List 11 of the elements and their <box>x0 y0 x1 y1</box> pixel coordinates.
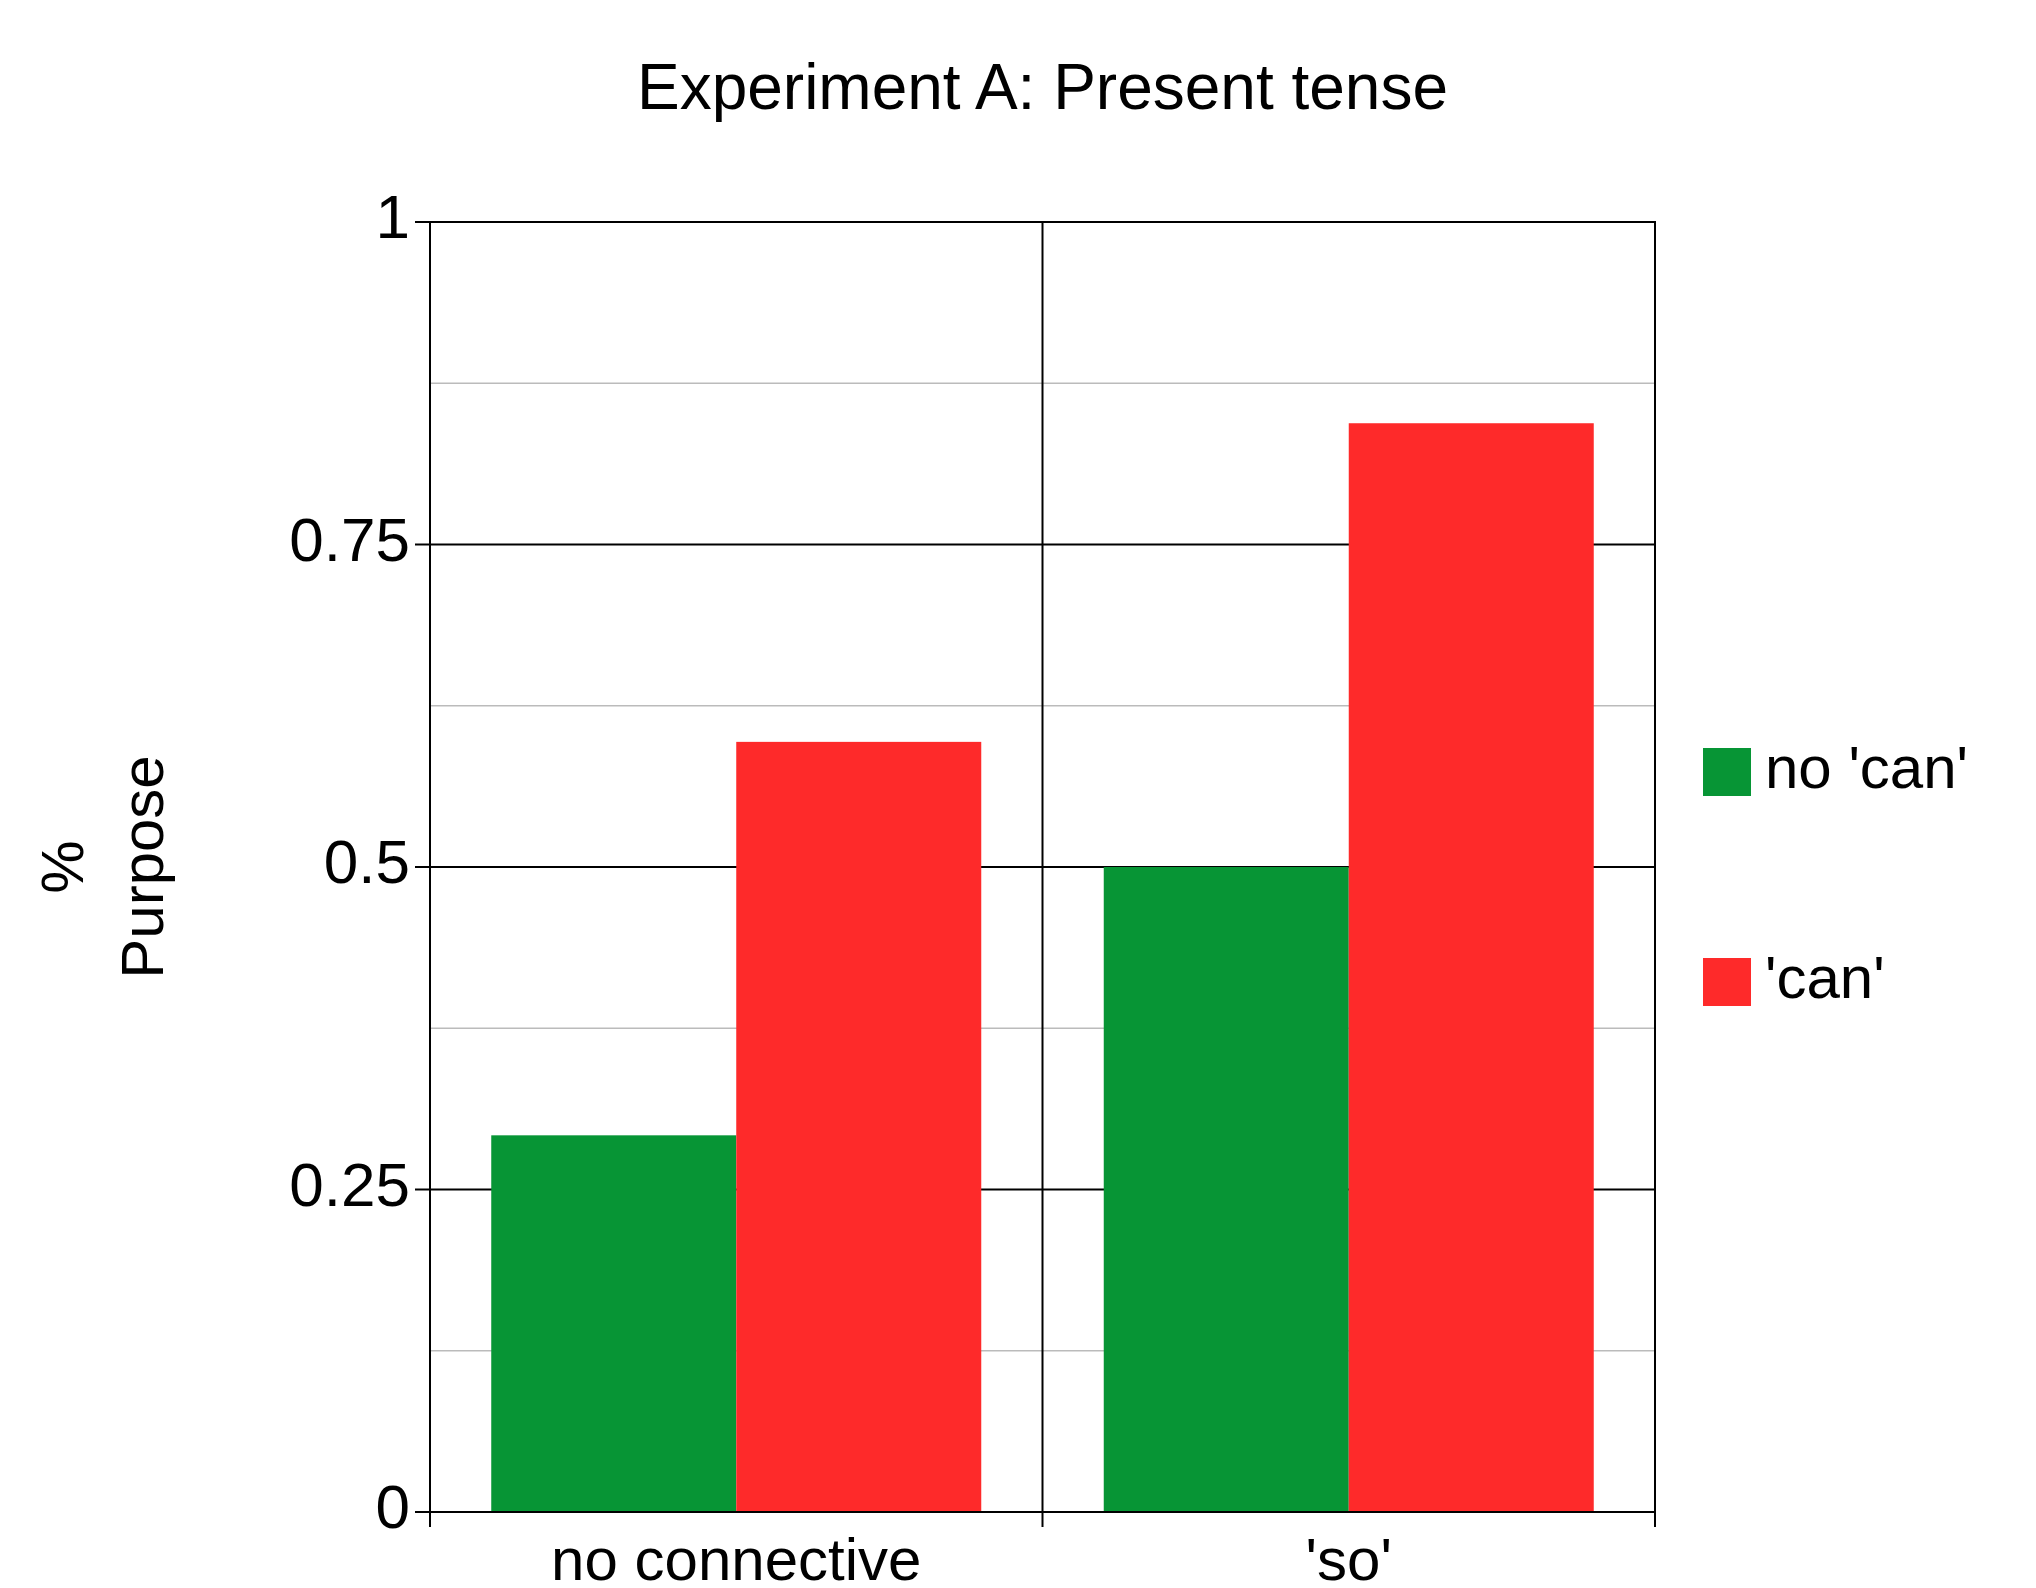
chart-title: Experiment A: Present tense <box>636 50 1449 123</box>
legend-label: 'can' <box>1765 943 1885 1011</box>
x-tick-label: no connective <box>551 1525 922 1588</box>
legend-label: no 'can' <box>1765 733 1969 801</box>
y-tick-label: 0.25 <box>289 1149 410 1219</box>
x-tick-label: 'so' <box>1305 1525 1392 1588</box>
y-tick-label: 0.5 <box>323 827 410 897</box>
y-tick-label: 0.75 <box>289 504 410 574</box>
y-tick-label: 0 <box>375 1472 410 1542</box>
y-axis-title: % Purpose <box>29 755 176 979</box>
y-tick-label: 1 <box>375 182 410 252</box>
